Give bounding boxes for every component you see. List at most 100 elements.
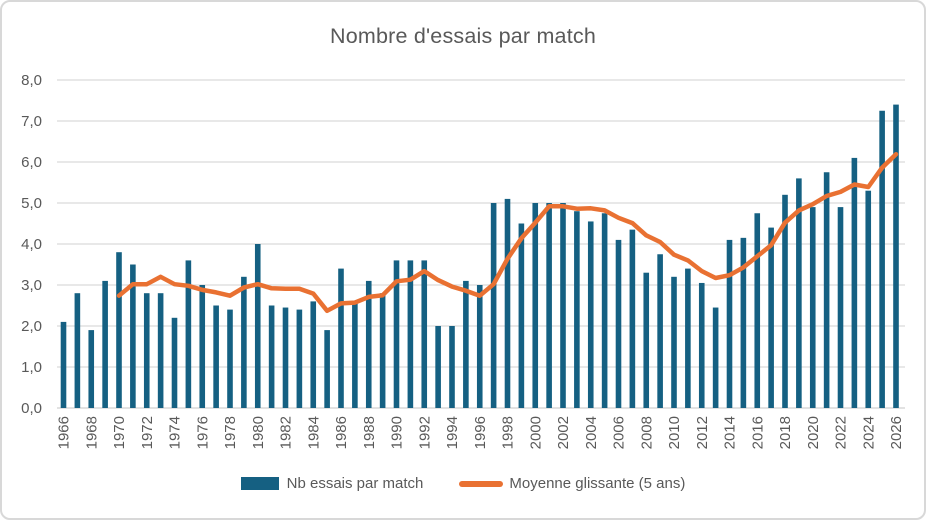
bar-2006 (615, 239, 622, 408)
x-axis-label: 2022 (833, 416, 850, 449)
bar-1984 (310, 301, 317, 408)
x-axis-label: 2012 (694, 416, 711, 449)
y-axis-label: 4,0 (21, 236, 42, 253)
x-axis-label: 2020 (805, 416, 822, 449)
bar-1974 (171, 317, 178, 408)
x-axis-label: 1986 (333, 416, 350, 449)
bar-1969 (102, 280, 108, 408)
x-axis-label: 2014 (722, 416, 739, 449)
bar-1996 (476, 285, 483, 408)
y-axis-label: 6,0 (21, 154, 42, 171)
legend-line-label: Moyenne glissante (5 ans) (509, 475, 686, 492)
bar-1968 (88, 330, 95, 408)
bar-1970 (116, 252, 122, 408)
x-axis-label: 2010 (666, 416, 683, 449)
legend-item-bars: Nb essais par match (240, 475, 423, 492)
x-axis-label: 2002 (555, 416, 572, 449)
x-axis-label: 1980 (250, 416, 267, 449)
legend-bar-swatch (240, 477, 279, 490)
y-axis-label: 0,0 (21, 400, 42, 417)
x-axis-label: 2026 (888, 416, 905, 449)
x-axis-label: 1994 (444, 416, 461, 449)
x-axis-label: 1990 (389, 416, 406, 449)
bar-2020 (809, 207, 816, 408)
legend-item-line: Moyenne glissante (5 ans) (459, 475, 685, 492)
bar-2001 (546, 203, 552, 408)
bar-2021 (823, 172, 830, 408)
bar-1978 (227, 309, 233, 408)
x-axis-label: 2018 (777, 416, 794, 449)
y-axis-label: 8,0 (21, 72, 42, 89)
x-axis-label: 2008 (638, 416, 655, 449)
bar-1992 (421, 260, 428, 408)
bar-1976 (199, 285, 206, 408)
bar-1981 (268, 305, 275, 408)
bar-1986 (338, 268, 344, 408)
bar-2000 (532, 203, 539, 408)
bar-2007 (629, 229, 636, 408)
y-axis-label: 5,0 (21, 195, 42, 212)
x-axis-label: 1998 (500, 416, 517, 449)
bar-1973 (157, 293, 164, 408)
bar-1994 (449, 326, 455, 408)
bar-2026 (893, 104, 899, 408)
bar-2009 (657, 254, 663, 408)
legend-line-swatch (459, 480, 504, 487)
y-axis-label: 3,0 (21, 277, 42, 294)
bar-2011 (685, 268, 691, 408)
bar-1980 (254, 244, 261, 408)
x-axis-label: 1966 (56, 416, 73, 449)
bar-1985 (324, 330, 330, 408)
bar-1999 (518, 223, 525, 408)
x-axis-label: 1972 (139, 416, 156, 449)
bar-1982 (282, 307, 289, 408)
x-axis-label: 2024 (860, 416, 877, 449)
bar-1977 (213, 305, 219, 408)
x-axis-label: 1984 (305, 416, 322, 449)
bar-1997 (490, 203, 497, 408)
bar-2010 (671, 276, 677, 408)
x-axis-label: 1968 (83, 416, 100, 449)
x-axis-label: 1974 (167, 416, 184, 449)
bar-2005 (601, 213, 608, 408)
bar-2017 (768, 227, 774, 408)
bar-2025 (879, 110, 885, 408)
x-axis-label: 2016 (749, 416, 766, 449)
x-axis-label: 1992 (416, 416, 433, 449)
bar-1989 (379, 293, 386, 408)
bar-1991 (407, 260, 414, 408)
bar-2003 (574, 211, 580, 408)
bar-2015 (740, 237, 747, 408)
bar-2016 (754, 213, 761, 408)
x-axis-label: 2000 (527, 416, 544, 449)
bar-2022 (837, 207, 844, 408)
bar-2019 (796, 178, 802, 408)
bar-1990 (393, 260, 400, 408)
bar-2018 (782, 194, 788, 408)
bar-1979 (241, 276, 247, 408)
x-axis-label: 1996 (472, 416, 489, 449)
x-axis-label: 1982 (278, 416, 295, 449)
bar-1966 (60, 321, 67, 408)
bar-1993 (435, 326, 441, 408)
bar-2002 (560, 203, 566, 408)
bar-1971 (130, 264, 136, 408)
moving-average-line (116, 151, 899, 314)
y-axis-label: 1,0 (21, 359, 42, 376)
bar-1972 (143, 293, 150, 408)
y-axis-label: 7,0 (21, 113, 42, 130)
bar-2004 (587, 221, 594, 408)
legend: Nb essais par match Moyenne glissante (5… (2, 475, 924, 492)
bar-1967 (74, 293, 81, 408)
bar-2012 (698, 282, 705, 408)
x-axis-label: 2004 (583, 416, 600, 449)
bar-1987 (352, 303, 358, 408)
bar-2014 (726, 239, 733, 408)
bar-2008 (643, 272, 650, 408)
bar-2023 (851, 157, 858, 408)
x-axis-label: 1978 (222, 416, 239, 449)
x-axis-label: 2006 (611, 416, 628, 449)
bar-1983 (296, 309, 303, 408)
